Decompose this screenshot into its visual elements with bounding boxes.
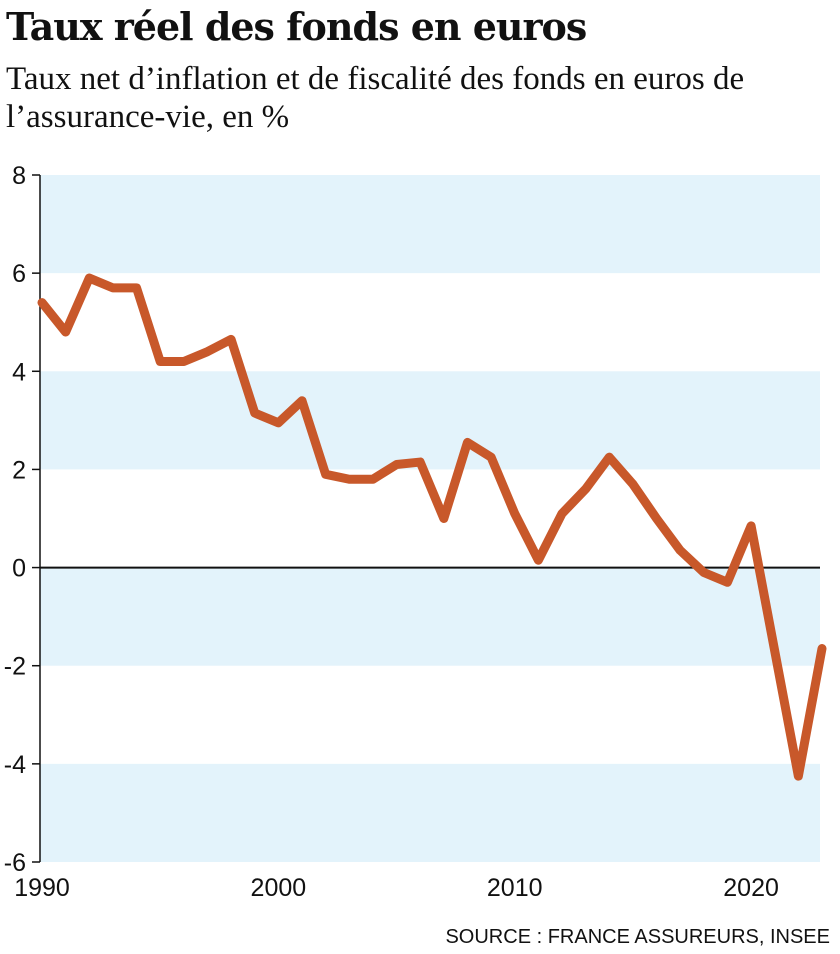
grid-band bbox=[40, 371, 820, 470]
source-note: SOURCE : FRANCE ASSUREURS, INSEE bbox=[445, 926, 830, 948]
grid-band bbox=[40, 567, 820, 666]
x-tick-label: 1990 bbox=[14, 874, 70, 902]
series-line bbox=[37, 273, 827, 781]
y-tick-label: 2 bbox=[12, 456, 26, 484]
grid-band bbox=[40, 763, 820, 862]
y-tick-label: 0 bbox=[12, 555, 26, 583]
y-tick-label: -6 bbox=[4, 849, 26, 877]
y-tick-label: 6 bbox=[12, 260, 26, 288]
chart-title: Taux réel des fonds en euros bbox=[6, 4, 587, 49]
y-tick-label: -4 bbox=[4, 751, 26, 779]
chart-subtitle: Taux net d’inflation et de fiscalité des… bbox=[6, 61, 745, 135]
x-tick-label: 2020 bbox=[723, 874, 779, 902]
y-tick-label: -2 bbox=[4, 653, 26, 681]
grid-band bbox=[40, 175, 820, 274]
x-tick-label: 2010 bbox=[487, 874, 543, 902]
x-tick-label: 2000 bbox=[251, 874, 307, 902]
y-tick-label: 4 bbox=[12, 358, 26, 386]
y-tick-label: 8 bbox=[12, 162, 26, 190]
